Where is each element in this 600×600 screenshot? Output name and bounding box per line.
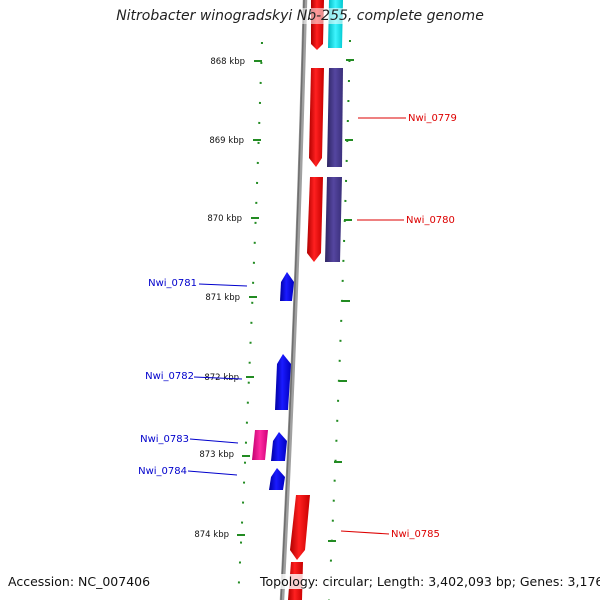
leader-line [193,376,243,380]
scale-label: 873 kbp [199,450,234,460]
gene-arrow-nwi-0784[interactable] [269,468,285,490]
gene-arrow-nwi-0781[interactable] [280,272,294,301]
gene-block-pink[interactable] [252,430,268,460]
outer-scale-ring [328,39,351,600]
gene-label-nwi-0783[interactable]: Nwi_0783 [140,434,189,445]
genome-title: Nitrobacter winogradskyi Nb-255, complet… [0,8,600,24]
gene-arrow-nwi-0783[interactable] [271,432,287,461]
genome-backbone [279,0,308,600]
scale-label: 868 kbp [210,57,245,67]
gene-label-nwi-0782[interactable]: Nwi_0782 [145,371,194,382]
scale-label: 874 kbp [194,530,229,540]
leader-line [340,530,390,535]
gene-label-nwi-0780[interactable]: Nwi_0780 [406,215,455,226]
gene-arrow-nwi-0779[interactable] [309,68,324,167]
scale-label: 869 kbp [209,136,244,146]
scale-label: 870 kbp [207,214,242,224]
scale-labels: 868 kbp 869 kbp 870 kbp 871 kbp 872 kbp … [194,57,245,540]
gene-label-nwi-0781[interactable]: Nwi_0781 [148,278,197,289]
accession-text: Accession: NC_007406 [8,574,151,589]
leader-line [187,470,238,476]
topology-text: Topology: circular; Length: 3,402,093 bp… [260,574,600,589]
gene-arrow-nwi-0780[interactable] [307,177,323,262]
gene-arrow-nwi-0782[interactable] [275,354,291,410]
leader-line [198,283,248,287]
leader-line [189,438,239,444]
label-leaders [187,117,406,535]
inner-scale-ring [237,41,263,600]
reverse-genes [252,272,294,490]
gene-arrow-nwi-0785[interactable] [290,495,310,560]
cds-block-nwi-0779[interactable] [327,68,343,167]
gene-labels: Nwi_0779 Nwi_0780 Nwi_0785 Nwi_0781 Nwi_… [138,113,457,540]
scale-ring-dots [237,39,351,600]
gene-label-nwi-0785[interactable]: Nwi_0785 [391,529,440,540]
forward-genes [288,0,343,600]
scale-label: 871 kbp [205,293,240,303]
gene-label-nwi-0784[interactable]: Nwi_0784 [138,466,187,477]
cds-block-nwi-0780[interactable] [325,177,342,262]
major-ticks [237,59,354,542]
gene-label-nwi-0779[interactable]: Nwi_0779 [408,113,457,124]
